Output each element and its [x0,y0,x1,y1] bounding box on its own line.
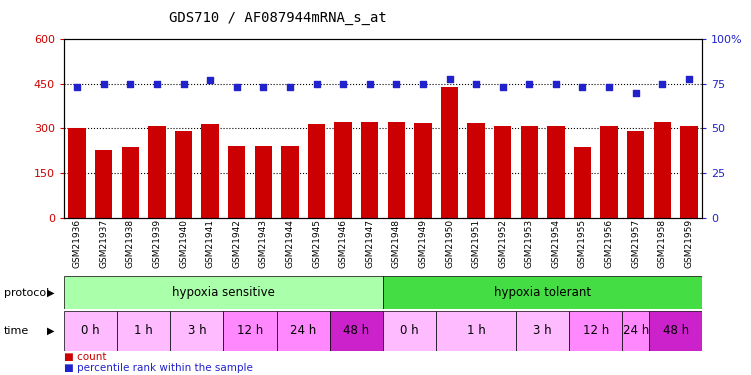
Bar [494,126,511,218]
Bar [148,126,165,218]
Bar [170,311,224,351]
Point [577,84,589,90]
Bar [653,122,671,218]
Point [391,81,403,87]
Point [71,84,83,90]
Bar [255,146,272,218]
Text: 3 h: 3 h [533,324,552,338]
Point [550,81,562,87]
Bar [383,276,702,309]
Point [231,84,243,90]
Text: hypoxia sensitive: hypoxia sensitive [172,286,275,299]
Point [496,84,508,90]
Point [363,81,376,87]
Text: GDS710 / AF087944mRNA_s_at: GDS710 / AF087944mRNA_s_at [169,11,387,25]
Bar [361,122,379,218]
Bar [201,124,219,218]
Bar [516,311,569,351]
Bar [441,87,458,218]
Point [151,81,163,87]
Bar [388,122,405,218]
Text: hypoxia tolerant: hypoxia tolerant [494,286,591,299]
Text: 12 h: 12 h [237,324,263,338]
Bar [68,128,86,218]
Point [258,84,270,90]
Point [470,81,482,87]
Bar [334,122,351,218]
Bar [415,123,432,218]
Bar [680,126,698,218]
Bar [520,126,538,218]
Bar [383,311,436,351]
Bar [64,311,117,351]
Point [98,81,110,87]
Bar [436,311,516,351]
Bar [649,311,702,351]
Point [444,76,456,82]
Point [417,81,429,87]
Bar [276,311,330,351]
Bar [601,126,618,218]
Text: ▶: ▶ [47,326,54,336]
Text: 1 h: 1 h [466,324,485,338]
Bar [228,146,246,218]
Text: ■ count: ■ count [64,352,107,362]
Text: 3 h: 3 h [188,324,206,338]
Bar [64,276,383,309]
Bar [467,123,484,218]
Text: 0 h: 0 h [81,324,100,338]
Text: 24 h: 24 h [623,324,649,338]
Point [177,81,189,87]
Bar [122,147,139,218]
Text: ■ percentile rank within the sample: ■ percentile rank within the sample [64,363,252,373]
Point [629,90,641,96]
Text: 48 h: 48 h [662,324,689,338]
Text: 24 h: 24 h [290,324,316,338]
Bar [175,130,192,218]
Text: ▶: ▶ [47,288,54,297]
Point [204,77,216,83]
Point [125,81,137,87]
Text: 12 h: 12 h [583,324,609,338]
Bar [569,311,623,351]
Bar [623,311,649,351]
Text: protocol: protocol [4,288,49,297]
Bar [95,150,113,217]
Text: 1 h: 1 h [134,324,153,338]
Text: 0 h: 0 h [400,324,419,338]
Bar [282,146,299,218]
Bar [627,130,644,218]
Point [656,81,668,87]
Text: 48 h: 48 h [343,324,369,338]
Bar [330,311,383,351]
Point [523,81,535,87]
Bar [117,311,170,351]
Point [603,84,615,90]
Bar [574,147,591,218]
Point [337,81,349,87]
Point [683,76,695,82]
Bar [547,126,565,218]
Point [310,81,322,87]
Text: time: time [4,326,29,336]
Bar [308,124,325,218]
Point [284,84,296,90]
Bar [224,311,276,351]
